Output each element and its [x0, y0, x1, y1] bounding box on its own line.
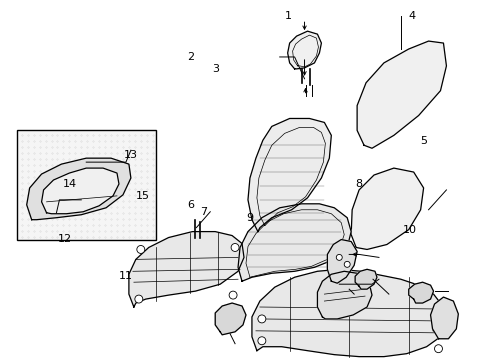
Text: 6: 6 [187, 200, 194, 210]
Polygon shape [326, 239, 356, 283]
Text: 2: 2 [187, 52, 194, 62]
Polygon shape [129, 231, 244, 307]
Text: 7: 7 [199, 207, 206, 217]
Text: 1: 1 [284, 11, 291, 21]
Text: 3: 3 [211, 64, 219, 74]
Polygon shape [356, 41, 446, 148]
Circle shape [137, 246, 144, 253]
Polygon shape [247, 118, 331, 231]
Circle shape [257, 315, 265, 323]
Polygon shape [429, 297, 457, 339]
Polygon shape [287, 31, 321, 69]
Polygon shape [238, 204, 350, 281]
Text: 9: 9 [245, 212, 252, 222]
Circle shape [229, 291, 237, 299]
Text: 13: 13 [123, 150, 137, 160]
Polygon shape [215, 303, 245, 335]
Polygon shape [41, 168, 119, 214]
Polygon shape [408, 282, 433, 303]
Text: 12: 12 [58, 234, 72, 244]
Text: 11: 11 [119, 271, 132, 282]
Circle shape [257, 337, 265, 345]
Circle shape [135, 295, 142, 303]
Polygon shape [251, 269, 446, 357]
Text: 15: 15 [135, 191, 149, 201]
Circle shape [336, 255, 342, 260]
Text: 8: 8 [354, 179, 361, 189]
Bar [17, 130, 155, 239]
Circle shape [432, 325, 440, 333]
Polygon shape [354, 269, 376, 289]
Text: 5: 5 [420, 136, 427, 146]
Circle shape [434, 345, 442, 353]
Text: 10: 10 [402, 225, 416, 235]
Polygon shape [317, 271, 371, 319]
Text: 14: 14 [62, 179, 77, 189]
Polygon shape [27, 158, 131, 220]
Circle shape [231, 243, 239, 251]
Circle shape [344, 261, 349, 267]
Polygon shape [350, 168, 423, 249]
Text: 4: 4 [407, 11, 415, 21]
